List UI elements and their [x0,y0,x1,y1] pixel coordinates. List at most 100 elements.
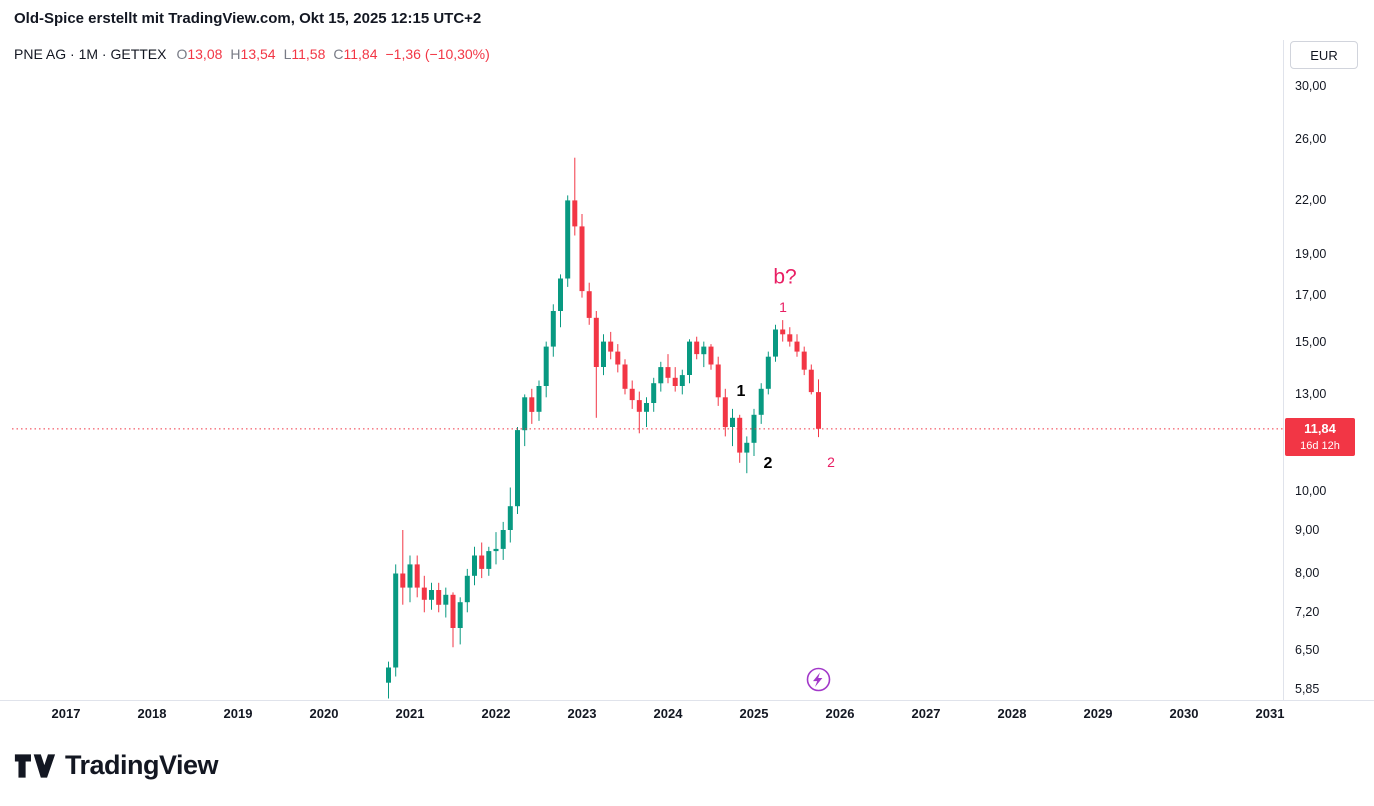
candle-body [601,341,606,367]
time-axis-label: 2031 [1255,706,1285,721]
candle-body [794,341,800,352]
candle-body [687,341,692,375]
price-axis-label: 6,50 [1295,643,1320,658]
candle-body [486,551,492,569]
candle-body [586,291,592,318]
candle-body [386,667,391,683]
snapshot-caption: Old-Spice erstellt mit TradingView.com, … [14,10,482,27]
candle-body [457,602,463,628]
time-axis-label: 2019 [223,706,253,721]
candle-body [773,329,778,357]
ohlc-values: O13,08 H13,54 L11,58 C11,84 [176,46,385,62]
candle-body [780,329,786,335]
candle-body [658,367,664,384]
price-axis-label: 19,00 [1295,247,1327,262]
time-axis-label: 2026 [825,706,855,721]
candle-body [443,594,449,605]
time-axis-label: 2025 [739,706,769,721]
candle-body [787,334,793,342]
candle-body [672,377,678,386]
time-scale-separator [0,700,1374,701]
candle-body [565,200,571,279]
candle-body [407,564,413,588]
flash-event-icon[interactable] [805,666,832,693]
candle-body [708,346,714,365]
candle-body [636,400,642,412]
candle-body [479,555,485,569]
candle-body [629,388,635,401]
time-axis-label: 2017 [51,706,81,721]
time-axis-label: 2022 [481,706,511,721]
candle-body [507,506,513,530]
candle-body [472,555,477,576]
brand-wordmark: TradingView [65,750,219,780]
bar-close-countdown: 16d 12h [1300,439,1340,452]
currency-unit-button[interactable]: EUR [1290,41,1358,69]
candle-body [765,356,771,389]
candle-body [572,200,578,227]
time-axis-label: 2018 [137,706,167,721]
price-axis-label: 13,00 [1295,387,1327,402]
ohlc-token-o: O13,08 [176,46,223,62]
price-axis-label: 9,00 [1295,523,1320,538]
candle-body [550,311,556,347]
candle-body [529,397,535,412]
time-axis-label: 2029 [1083,706,1113,721]
candle-body [579,226,585,292]
price-axis-label: 15,00 [1295,334,1327,349]
candle-body [429,590,434,600]
price-axis-label: 10,00 [1295,484,1327,499]
ohlc-token-h: H13,54 [230,46,276,62]
chart-legend: PNE AG · 1M · GETTEX O13,08 H13,54 L11,58 C… [14,46,490,62]
candle-body [522,397,528,431]
price-scale[interactable]: 11,84 16d 12h 30,00 26,00 22,00 19,00 17,00 1… [1283,40,1374,700]
candle-body [593,317,599,367]
candle-body [500,530,506,549]
candle-body [515,430,520,507]
candle-body [665,367,671,378]
time-axis-label: 2028 [997,706,1027,721]
candle-body [644,403,649,412]
time-axis-label: 2027 [911,706,941,721]
candle-body [608,341,614,352]
price-axis-label: 30,00 [1295,79,1327,93]
candle-body [436,590,442,605]
candle-body [679,375,685,386]
candle-body [493,548,499,552]
price-axis-label: 26,00 [1295,131,1327,146]
price-axis-label: 8,00 [1295,566,1320,581]
current-price-value: 11,84 [1304,420,1336,436]
candle-body [758,388,764,415]
price-axis-label: 17,00 [1295,288,1327,303]
candle-body [722,397,728,428]
candle-body [744,442,750,453]
candle-body [543,346,549,386]
tradingview-logo [14,753,56,778]
time-axis-label: 2020 [309,706,339,721]
candle-body [558,278,563,311]
candle-body [414,564,420,588]
candle-body [751,414,757,443]
candle-body [615,351,621,365]
candle-body [737,417,743,453]
time-scale[interactable]: 2017 2018 2019 2020 2021 2022 2023 2024 2025 2026… [0,700,1374,730]
candle-body [701,346,707,355]
candle-body [730,417,735,427]
time-axis-label: 2021 [395,706,425,721]
candle-body [536,386,542,412]
candle-body [464,575,470,603]
change-value: −1,36 (−10,30%) [385,46,490,62]
price-axis-label: 7,20 [1295,605,1320,620]
candle-body [801,351,807,370]
price-axis-label: 22,00 [1295,193,1327,208]
price-scale-separator [1283,40,1284,700]
candle-body [400,573,406,588]
price-axis-label: 5,85 [1295,681,1320,696]
candle-body [694,341,700,355]
ohlc-token-c: C11,84 [333,46,378,62]
tradingview-brand[interactable]: TradingView [14,750,219,781]
time-axis-label: 2023 [567,706,597,721]
candle-body [651,383,657,403]
